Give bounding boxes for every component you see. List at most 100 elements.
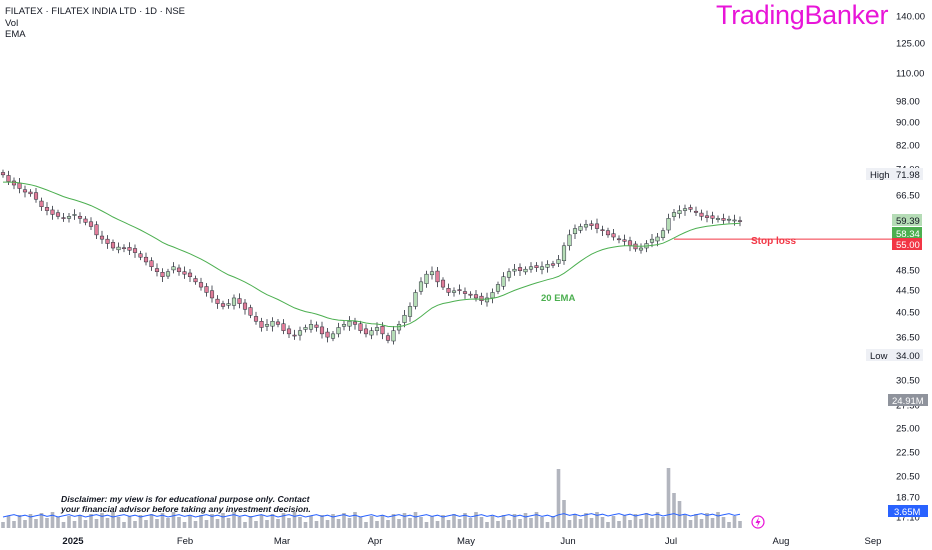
candle-body	[583, 224, 589, 228]
volume-bar	[501, 515, 506, 528]
volume-bar	[699, 519, 704, 528]
volume-bar	[28, 514, 33, 528]
low-label: Low	[870, 351, 888, 362]
candle-body	[649, 238, 655, 243]
candle-body	[264, 324, 270, 327]
candle-body	[61, 217, 66, 219]
volume-bar	[182, 522, 187, 528]
volume-bar	[474, 512, 478, 528]
stop-value-badge	[892, 238, 922, 250]
price-axis-label: 110.00	[896, 69, 924, 80]
candle-body	[699, 212, 704, 217]
volume-bar	[490, 516, 495, 528]
volume-bar	[265, 520, 269, 528]
price-axis-label: 44.50	[896, 286, 920, 297]
candle-body	[66, 216, 72, 219]
price-axis-label: 20.50	[896, 472, 920, 483]
volume-bar	[430, 516, 434, 528]
time-axis-label: May	[457, 536, 475, 547]
candle-body	[391, 330, 396, 342]
volume-bar	[408, 518, 412, 528]
candle-body	[171, 266, 176, 271]
candle-body	[737, 220, 743, 222]
candle-body	[693, 210, 699, 213]
volume-bar	[534, 512, 539, 528]
candle-body	[495, 284, 501, 292]
volume-bar	[193, 521, 198, 528]
candle-body	[308, 324, 314, 330]
volume-bar	[578, 519, 583, 528]
volume-bar	[364, 522, 368, 528]
candles	[0, 169, 743, 345]
volume-bar	[386, 520, 390, 528]
volume-bar	[600, 517, 605, 528]
volume-bar	[314, 521, 319, 528]
volume-bar	[721, 517, 726, 528]
time-axis-label: 2025	[62, 536, 84, 547]
candle-body	[688, 207, 693, 210]
volume-bar	[259, 515, 264, 528]
candle-body	[611, 233, 616, 238]
avg-volume-badge	[888, 505, 928, 517]
price-axis-label: 22.50	[896, 448, 920, 459]
volume-bar	[424, 522, 429, 528]
price-axis-label: 82.00	[896, 141, 920, 152]
volume-bar	[133, 521, 137, 528]
volume-bar	[595, 512, 599, 528]
volume-bar	[705, 513, 709, 528]
ema-annotation: 20 EMA	[541, 293, 575, 304]
candle-body	[358, 323, 363, 331]
candle-body	[506, 271, 512, 278]
price-axis: 140.00125.00110.0098.0090.0082.0074.0066…	[896, 12, 925, 524]
volume-bar	[270, 514, 275, 528]
candle-body	[77, 215, 83, 219]
candle-body	[605, 230, 611, 236]
price-axis-label: 90.00	[896, 118, 920, 129]
high-value: 71.98	[896, 170, 920, 181]
volume-bar	[122, 522, 126, 528]
candle-body	[561, 245, 567, 262]
volume-bar	[50, 512, 55, 528]
candle-body	[407, 306, 413, 317]
ema-indicator-label[interactable]: EMA	[5, 29, 26, 40]
volume-bar	[281, 513, 286, 528]
candle-body	[22, 189, 28, 193]
candle-body	[303, 327, 308, 330]
candle-body	[721, 218, 726, 221]
volume-bar	[155, 519, 159, 528]
candle-body	[473, 294, 479, 299]
candle-body	[374, 327, 380, 331]
candle-body	[215, 298, 220, 304]
low-value: 34.00	[896, 351, 920, 362]
volume-average-line	[2, 513, 741, 518]
volume-bar	[628, 520, 632, 528]
volume-bar	[468, 518, 473, 528]
candle-body	[534, 265, 539, 268]
volume-bar	[342, 513, 346, 528]
candle-body	[616, 238, 622, 241]
volume-indicator-label[interactable]: Vol	[5, 18, 19, 29]
volume-bar	[177, 517, 181, 528]
volume-bar	[39, 513, 44, 528]
flash-glyph	[755, 517, 761, 527]
volume-bar	[496, 521, 500, 528]
candle-body	[325, 331, 330, 338]
candle-body	[638, 247, 644, 251]
volume-bar	[254, 521, 258, 528]
candle-body	[259, 321, 264, 328]
price-axis-label: 17.10	[896, 513, 920, 524]
volume-bar	[380, 515, 385, 528]
volume-bar	[353, 512, 357, 528]
candle-body	[462, 291, 468, 294]
volume-bar	[507, 520, 511, 528]
candle-body	[594, 223, 600, 229]
time-axis-label: Jul	[665, 536, 677, 547]
volume-bar	[12, 521, 16, 528]
ema-value-badge	[892, 227, 922, 239]
candle-body	[149, 260, 154, 268]
time-axis: 2025 Feb Mar Apr May Jun Jul Aug Sep	[62, 536, 881, 547]
price-axis-label: 48.50	[896, 266, 920, 277]
volume-bar	[622, 515, 627, 528]
time-axis-label: Sep	[865, 536, 882, 547]
